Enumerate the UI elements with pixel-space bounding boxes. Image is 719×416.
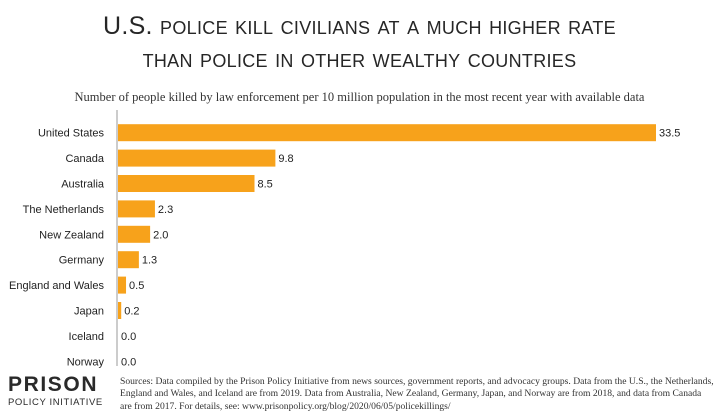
value-label-canada: 9.8 xyxy=(278,153,293,165)
chart-title-line2: than police in other wealthy countries xyxy=(142,45,577,73)
bar-canada xyxy=(118,149,276,167)
value-label-japan: 0.2 xyxy=(124,306,139,318)
category-label-united-states: United States xyxy=(38,128,105,140)
prison-policy-initiative-logo: PRISON POLICY INITIATIVE xyxy=(8,374,118,409)
category-label-the-netherlands: The Netherlands xyxy=(23,204,105,216)
chart-title-line1: U.S. police kill civilians at a much hig… xyxy=(102,12,616,40)
value-label-germany: 1.3 xyxy=(142,255,157,267)
chart-subtitle: Number of people killed by law enforceme… xyxy=(74,90,645,104)
bar-the-netherlands xyxy=(118,200,155,218)
bar-australia xyxy=(118,175,255,192)
category-label-england-and-wales: England and Wales xyxy=(9,280,104,292)
logo-line1: PRISON xyxy=(8,373,99,396)
value-label-norway: 0.0 xyxy=(121,356,136,368)
bar-england-and-wales xyxy=(118,276,127,294)
category-label-germany: Germany xyxy=(59,255,105,267)
value-label-iceland: 0.0 xyxy=(121,331,136,343)
value-label-england-and-wales: 0.5 xyxy=(129,280,144,292)
bar-chart: United States 33.5 Canada 9.8 Australia 8.5 Th… xyxy=(9,110,680,368)
logo-line2: POLICY INITIATIVE xyxy=(8,397,103,408)
category-label-japan: Japan xyxy=(74,306,104,318)
chart-title: U.S. police kill civilians at a much hig… xyxy=(0,10,719,76)
category-label-norway: Norway xyxy=(67,356,105,368)
value-label-australia: 8.5 xyxy=(258,179,273,191)
bars-group: United States 33.5 Canada 9.8 Australia 8.5 Th… xyxy=(9,124,680,368)
bar-japan xyxy=(118,302,122,319)
sources-note: Sources: Data compiled by the Prison Pol… xyxy=(120,376,714,412)
bar-germany xyxy=(118,251,139,269)
bar-new-zealand xyxy=(118,225,151,243)
category-label-iceland: Iceland xyxy=(69,331,104,343)
category-label-new-zealand: New Zealand xyxy=(39,229,104,241)
bar-united-states xyxy=(118,124,656,142)
category-label-australia: Australia xyxy=(61,179,105,191)
value-label-new-zealand: 2.0 xyxy=(153,229,168,241)
category-label-canada: Canada xyxy=(65,153,104,165)
value-label-the-netherlands: 2.3 xyxy=(158,204,173,216)
value-label-united-states: 33.5 xyxy=(659,128,680,140)
